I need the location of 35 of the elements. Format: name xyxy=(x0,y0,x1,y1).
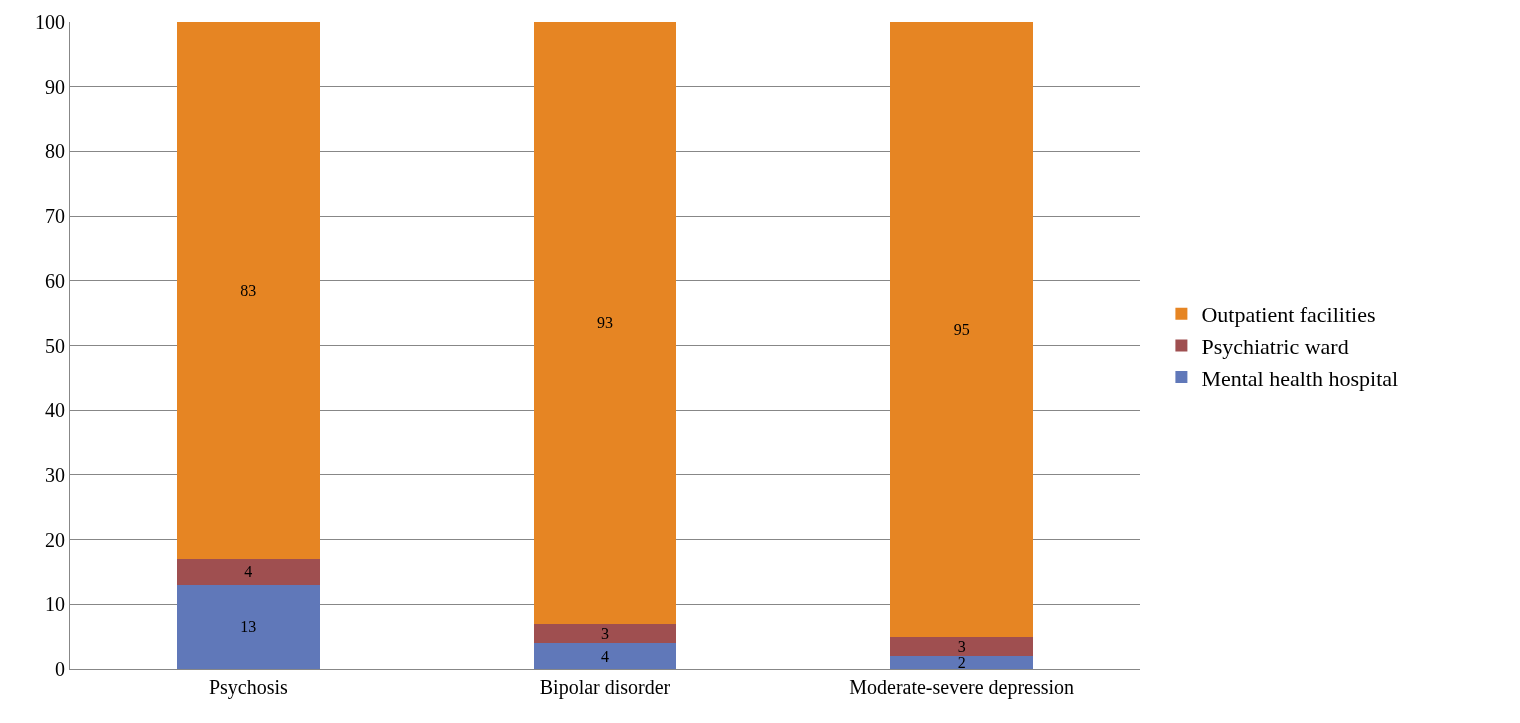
data-label: 83 xyxy=(240,282,257,300)
data-label: 95 xyxy=(953,320,970,338)
y-tick-label: 20 xyxy=(45,528,65,551)
x-tick-label: Bipolar disorder xyxy=(539,676,671,699)
bar xyxy=(177,559,320,585)
data-label: 4 xyxy=(244,563,253,581)
bar xyxy=(890,656,1033,669)
bar xyxy=(533,22,677,624)
y-tick-label: 60 xyxy=(45,269,65,292)
x-tick-label: Psychosis xyxy=(208,676,288,699)
y-tick-label: 0 xyxy=(55,658,65,680)
bar xyxy=(533,643,677,669)
y-tick-label: 100 xyxy=(35,11,65,33)
bar xyxy=(177,584,320,669)
y-tick-label: 10 xyxy=(45,593,65,616)
bar xyxy=(890,636,1033,657)
bar xyxy=(533,623,677,644)
x-tick-label: Moderate-severe depression xyxy=(849,676,1075,699)
data-label: 13 xyxy=(240,618,257,636)
bar xyxy=(177,22,320,560)
y-tick-label: 80 xyxy=(45,140,65,163)
data-label: 2 xyxy=(957,654,966,672)
y-tick-label: 30 xyxy=(45,463,65,486)
data-label: 4 xyxy=(601,647,609,665)
y-tick-label: 70 xyxy=(45,205,65,228)
data-label: 3 xyxy=(601,624,609,642)
legend-label: Mental health hospital xyxy=(1201,365,1399,391)
legend-label: Outpatient facilities xyxy=(1201,302,1376,328)
y-tick-label: 50 xyxy=(45,334,65,357)
data-label: 93 xyxy=(597,314,613,332)
y-tick-label: 40 xyxy=(45,399,65,422)
data-label: 3 xyxy=(957,637,966,655)
y-tick-label: 90 xyxy=(45,75,65,98)
legend-label: Psychiatric ward xyxy=(1201,333,1349,359)
bar xyxy=(890,22,1033,637)
